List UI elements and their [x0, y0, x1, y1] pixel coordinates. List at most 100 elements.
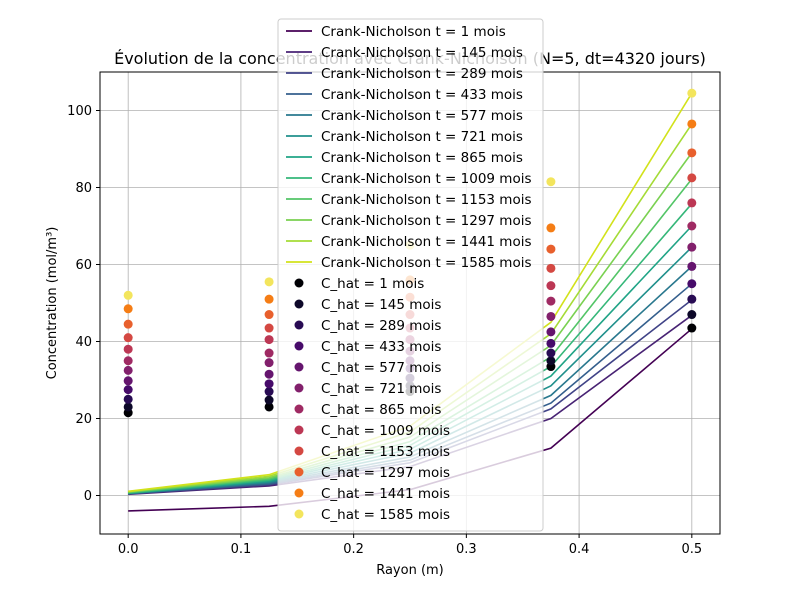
- scatter-point-4: [687, 261, 697, 271]
- x-tick-label: 0.0: [118, 542, 139, 557]
- y-tick-label: 80: [75, 181, 92, 196]
- legend-label: Crank-Nicholson t = 433 mois: [321, 87, 523, 103]
- y-tick-label: 0: [84, 489, 92, 504]
- y-axis-title: Concentration (mol/m³): [45, 227, 60, 380]
- scatter-point-5: [546, 311, 556, 321]
- y-tick-label: 60: [75, 258, 92, 273]
- scatter-point-2: [264, 387, 274, 397]
- y-tick-label: 100: [67, 104, 92, 119]
- x-axis-title: Rayon (m): [376, 563, 444, 578]
- scatter-point-9: [123, 319, 133, 329]
- scatter-point-0: [264, 402, 274, 412]
- scatter-point-6: [687, 221, 697, 231]
- scatter-point-8: [546, 263, 556, 273]
- scatter-point-2: [687, 294, 697, 304]
- x-tick-label: 0.1: [231, 542, 252, 557]
- scatter-point-1: [123, 402, 133, 412]
- legend-label: Crank-Nicholson t = 577 mois: [321, 108, 523, 124]
- legend-label: C_hat = 1441 mois: [321, 486, 450, 502]
- legend-label: Crank-Nicholson t = 1585 mois: [321, 255, 532, 271]
- scatter-point-0: [687, 323, 697, 333]
- legend-label: Crank-Nicholson t = 289 mois: [321, 66, 523, 82]
- legend-label: Crank-Nicholson t = 1153 mois: [321, 192, 532, 208]
- scatter-point-4: [546, 327, 556, 337]
- legend-label: Crank-Nicholson t = 145 mois: [321, 45, 523, 61]
- legend-box: [277, 18, 544, 532]
- scatter-point-1: [264, 395, 274, 405]
- scatter-point-6: [546, 296, 556, 306]
- scatter-point-7: [546, 281, 556, 291]
- legend-label: C_hat = 1009 mois: [321, 423, 450, 439]
- legend-label: Crank-Nicholson t = 1009 mois: [321, 171, 532, 187]
- legend-label: C_hat = 577 mois: [321, 360, 441, 376]
- legend: Crank-Nicholson t = 1 mois Crank-Nicholso…: [277, 18, 544, 532]
- legend-label: C_hat = 1585 mois: [321, 507, 450, 523]
- scatter-point-5: [264, 358, 274, 368]
- y-tick-label: 20: [75, 412, 92, 427]
- scatter-point-5: [687, 242, 697, 252]
- scatter-point-8: [264, 323, 274, 333]
- scatter-point-6: [123, 356, 133, 366]
- legend-label: C_hat = 1153 mois: [321, 444, 450, 460]
- legend-label: Crank-Nicholson t = 1 mois: [321, 24, 506, 40]
- scatter-point-8: [123, 333, 133, 343]
- legend-label: C_hat = 289 mois: [321, 318, 441, 334]
- x-tick-label: 0.2: [343, 542, 364, 557]
- scatter-point-11: [264, 277, 274, 287]
- scatter-point-3: [123, 385, 133, 395]
- scatter-point-10: [264, 294, 274, 304]
- scatter-point-4: [123, 376, 133, 386]
- scatter-point-9: [687, 148, 697, 158]
- scatter-point-9: [264, 310, 274, 320]
- legend-label: C_hat = 721 mois: [321, 381, 441, 397]
- x-tick-label: 0.5: [681, 542, 702, 557]
- legend-marker-swatch: [294, 362, 304, 372]
- scatter-point-2: [123, 394, 133, 404]
- scatter-point-3: [687, 279, 697, 289]
- legend-label: C_hat = 433 mois: [321, 339, 441, 355]
- legend-label: C_hat = 1297 mois: [321, 465, 450, 481]
- legend-marker-swatch: [294, 425, 304, 435]
- x-tick-label: 0.3: [456, 542, 477, 557]
- scatter-point-7: [123, 344, 133, 354]
- scatter-point-7: [687, 198, 697, 208]
- legend-marker-swatch: [294, 488, 304, 498]
- axes-layer: 0.0 0.1 0.2 0.3 0.4 0.5 0 20 40 60 80 100: [67, 104, 702, 557]
- legend-marker-swatch: [294, 278, 304, 288]
- scatter-point-9: [546, 244, 556, 254]
- legend-label: Crank-Nicholson t = 865 mois: [321, 150, 523, 166]
- y-tick-label: 40: [75, 335, 92, 350]
- legend-marker-swatch: [294, 299, 304, 309]
- x-tick-label: 0.4: [569, 542, 590, 557]
- scatter-point-8: [687, 173, 697, 183]
- scatter-point-5: [123, 365, 133, 375]
- scatter-point-2: [546, 348, 556, 358]
- legend-label: C_hat = 145 mois: [321, 297, 441, 313]
- scatter-point-10: [546, 223, 556, 233]
- legend-label: C_hat = 865 mois: [321, 402, 441, 418]
- scatter-point-10: [123, 304, 133, 314]
- legend-marker-swatch: [294, 446, 304, 456]
- scatter-point-11: [687, 88, 697, 98]
- legend-label: Crank-Nicholson t = 1441 mois: [321, 234, 532, 250]
- legend-marker-swatch: [294, 509, 304, 519]
- scatter-point-1: [687, 310, 697, 320]
- legend-marker-swatch: [294, 320, 304, 330]
- legend-marker-swatch: [294, 404, 304, 414]
- scatter-point-4: [264, 369, 274, 379]
- scatter-point-11: [546, 177, 556, 187]
- scatter-point-1: [546, 356, 556, 366]
- legend-label: C_hat = 1 mois: [321, 276, 424, 292]
- legend-marker-swatch: [294, 467, 304, 477]
- scatter-point-11: [123, 290, 133, 300]
- scatter-point-6: [264, 348, 274, 358]
- scatter-point-10: [687, 119, 697, 129]
- legend-marker-swatch: [294, 341, 304, 351]
- scatter-point-3: [546, 338, 556, 348]
- legend-label: Crank-Nicholson t = 721 mois: [321, 129, 523, 145]
- scatter-point-7: [264, 335, 274, 345]
- scatter-point-3: [264, 379, 274, 389]
- legend-marker-swatch: [294, 383, 304, 393]
